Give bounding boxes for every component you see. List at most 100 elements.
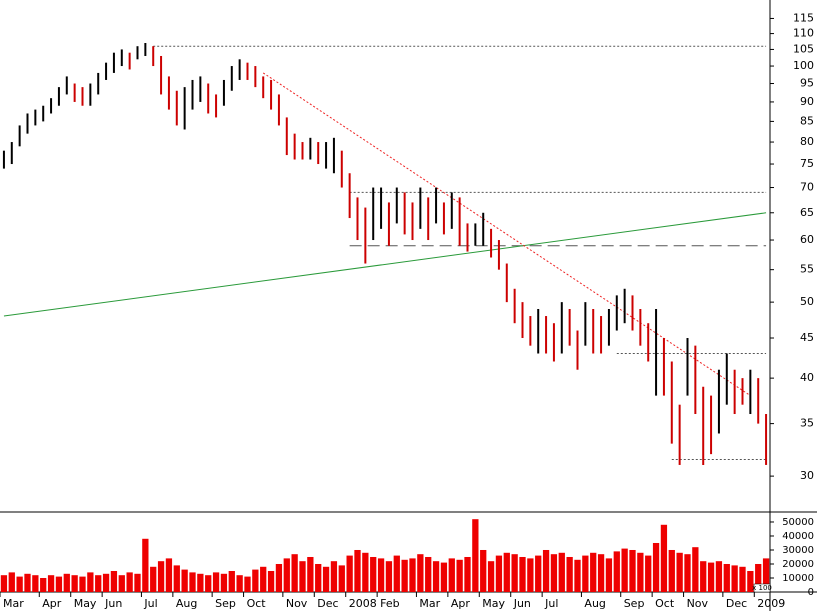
y-tick-label: 50 <box>800 295 814 308</box>
volume-bar <box>480 549 487 592</box>
plot-area <box>0 0 770 592</box>
volume-bar <box>432 561 440 592</box>
volume-bar <box>346 555 353 592</box>
volume-bar <box>597 554 605 592</box>
x-tick-label: Feb <box>380 597 399 610</box>
volume-bar <box>700 561 707 592</box>
volume-bar <box>731 565 738 592</box>
x-tick-label: Dec <box>317 597 338 610</box>
y-tick-label: 30 <box>800 469 814 482</box>
volume-bar <box>425 556 432 592</box>
y-tick-label: 20000 <box>782 559 814 570</box>
volume-bar <box>684 554 691 592</box>
volume-bar <box>668 549 675 592</box>
volume-bar <box>299 561 306 592</box>
x-tick-label: May <box>482 597 505 610</box>
volume-bar <box>307 556 314 592</box>
volume-bar <box>503 552 510 592</box>
volume-bar <box>542 549 550 592</box>
volume-bar <box>660 524 668 592</box>
y-tick-label: 40000 <box>782 531 814 542</box>
volume-unit: x 100 <box>752 584 772 592</box>
volume-bar <box>40 577 47 592</box>
y-tick-label: 65 <box>800 206 814 219</box>
volume-bar <box>102 573 110 592</box>
volume-bar <box>527 558 534 592</box>
volume-bar <box>8 572 15 592</box>
volume-bar <box>354 549 361 592</box>
volume-bar <box>260 566 267 592</box>
volume-bar <box>692 547 699 592</box>
y-tick-label: 105 <box>793 42 814 55</box>
volume-bar <box>370 556 377 592</box>
x-tick-label: Nov <box>687 597 709 610</box>
y-tick-label: 35 <box>800 417 814 430</box>
unit-box <box>753 583 771 593</box>
x-tick-label: May <box>74 597 97 610</box>
volume-bar <box>755 563 762 592</box>
volume-bar <box>79 576 86 592</box>
volume-bar <box>95 575 102 592</box>
volume-bar <box>409 558 416 592</box>
volume-bar <box>456 559 463 592</box>
x-tick-label: Mar <box>419 597 440 610</box>
x-tick-label: Jul <box>143 597 157 610</box>
y-tick-label: 115 <box>793 11 814 24</box>
x-tick-label: Oct <box>247 597 267 610</box>
volume-bar <box>71 575 78 592</box>
y-tick-label: 95 <box>800 77 814 90</box>
volume-bar <box>252 569 259 592</box>
x-tick-label: Apr <box>42 597 62 610</box>
volume-bar <box>495 555 503 592</box>
volume-bar <box>566 556 573 592</box>
volume-bar <box>330 561 338 592</box>
volume-bar <box>118 575 125 592</box>
x-tick-label: Jun <box>104 597 122 610</box>
volume-bar <box>283 558 290 592</box>
volume-bar <box>401 559 408 592</box>
x-tick-label: Nov <box>286 597 308 610</box>
x-tick-label: 2009 <box>757 597 785 610</box>
volume-bar <box>464 556 471 592</box>
volume-bar <box>440 562 448 592</box>
y-tick-label: 55 <box>800 263 814 276</box>
volume-bar <box>55 576 63 592</box>
volume-bar <box>16 576 23 592</box>
volume-bar <box>220 573 228 592</box>
volume-bar <box>535 555 542 592</box>
volume-bar <box>205 575 212 592</box>
trend-line <box>262 72 751 397</box>
x-tick-label: Sep <box>215 597 236 610</box>
volume-bar <box>558 552 565 592</box>
volume-bar <box>723 563 730 592</box>
volume-bar <box>417 554 424 592</box>
volume-bar <box>165 558 173 592</box>
volume-bar <box>739 566 746 592</box>
x-tick-label: Jul <box>544 597 558 610</box>
volume-bar <box>24 573 31 592</box>
y-tick-label: 100 <box>793 59 814 72</box>
volume-bar <box>590 552 597 592</box>
volume-bar <box>134 573 141 592</box>
volume-bar <box>173 565 180 592</box>
volume-bar <box>393 555 400 592</box>
x-tick-label: Apr <box>451 597 471 610</box>
volume-bar <box>275 563 283 592</box>
y-tick-label: 75 <box>800 157 814 170</box>
volume-bar <box>645 555 652 592</box>
x-tick-label: Aug <box>584 597 605 610</box>
x-tick-label: Jun <box>513 597 531 610</box>
volume-bar <box>472 519 479 592</box>
volume-bar <box>550 554 558 592</box>
volume-bar <box>448 558 455 592</box>
volume-bar <box>126 572 133 592</box>
trend-line <box>3 212 767 317</box>
volume-bar <box>181 569 188 592</box>
x-tick-label: Dec <box>726 597 747 610</box>
volume-bar <box>189 572 196 592</box>
y-tick-label: 50000 <box>782 517 814 528</box>
y-tick-label: 60 <box>800 233 814 246</box>
volume-bar <box>747 570 754 592</box>
volume-bar <box>157 561 165 592</box>
